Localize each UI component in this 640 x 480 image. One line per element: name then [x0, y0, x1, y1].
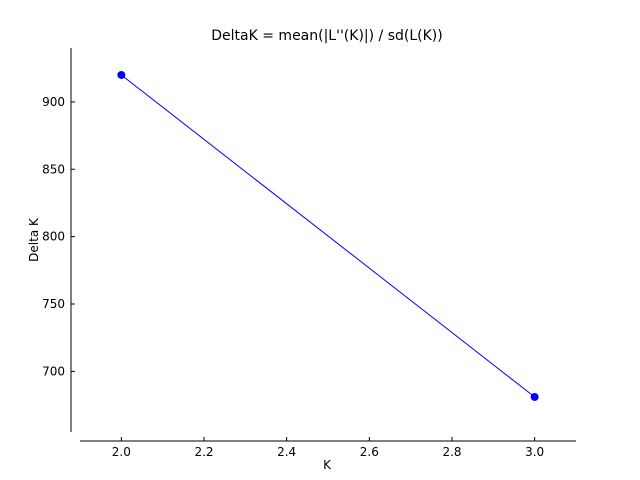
y-tick-label: 900: [42, 95, 65, 109]
y-axis-label: Delta K: [27, 217, 41, 262]
data-point: [117, 70, 126, 79]
y-tick-label: 750: [42, 297, 65, 311]
x-tick-label: 2.0: [112, 445, 131, 459]
x-tick-label: 3.0: [525, 445, 544, 459]
x-tick-label: 2.8: [442, 445, 461, 459]
data-point: [530, 392, 539, 401]
x-ticks: 2.0 2.2 2.4 2.6 2.8 3.0: [112, 437, 544, 459]
x-tick-label: 2.2: [194, 445, 213, 459]
y-tick-label: 850: [42, 162, 65, 176]
series-layer: [117, 70, 539, 401]
series-line: [121, 74, 535, 398]
chart-title: DeltaK = mean(|L''(K)|) / sd(L(K)): [211, 28, 442, 44]
x-tick-label: 2.4: [277, 445, 296, 459]
x-axis-label: K: [323, 458, 332, 472]
y-ticks: 700 750 800 850 900: [42, 95, 75, 378]
x-tick-label: 2.6: [360, 445, 379, 459]
y-tick-label: 700: [42, 364, 65, 378]
y-tick-label: 800: [42, 230, 65, 244]
